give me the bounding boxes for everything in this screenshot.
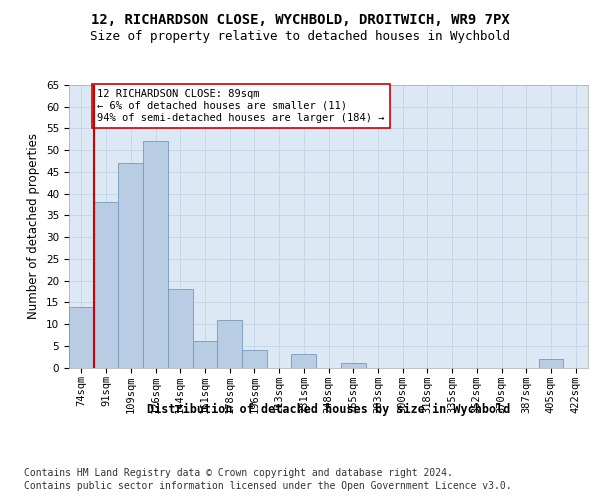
Bar [94,202,118,368]
Y-axis label: Number of detached properties: Number of detached properties [28,133,40,320]
Bar [539,359,563,368]
Text: 12, RICHARDSON CLOSE, WYCHBOLD, DROITWICH, WR9 7PX: 12, RICHARDSON CLOSE, WYCHBOLD, DROITWIC… [91,12,509,26]
Text: 12 RICHARDSON CLOSE: 89sqm
← 6% of detached houses are smaller (11)
94% of semi-: 12 RICHARDSON CLOSE: 89sqm ← 6% of detac… [97,90,385,122]
Text: Size of property relative to detached houses in Wychbold: Size of property relative to detached ho… [90,30,510,43]
Bar [193,342,217,367]
Bar [341,363,365,368]
Text: Contains HM Land Registry data © Crown copyright and database right 2024.: Contains HM Land Registry data © Crown c… [24,468,453,477]
Bar [118,163,143,368]
Bar [292,354,316,368]
Text: Contains public sector information licensed under the Open Government Licence v3: Contains public sector information licen… [24,481,512,491]
Bar [242,350,267,368]
Bar [143,142,168,368]
Bar [217,320,242,368]
Bar [69,306,94,368]
Bar [168,290,193,368]
Text: Distribution of detached houses by size in Wychbold: Distribution of detached houses by size … [147,402,511,415]
